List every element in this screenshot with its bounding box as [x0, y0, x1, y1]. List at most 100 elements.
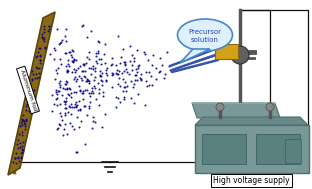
Point [13, 157, 18, 160]
Point [69, 125, 74, 128]
Point [63, 107, 68, 110]
Point [100, 91, 105, 94]
Point [78, 120, 83, 123]
Point [83, 80, 88, 83]
Point [54, 90, 59, 93]
Point [30, 69, 35, 72]
Point [129, 64, 134, 67]
Point [48, 53, 53, 56]
Point [128, 44, 133, 47]
Point [74, 78, 79, 81]
Point [146, 70, 151, 73]
Point [19, 144, 24, 147]
Point [80, 62, 85, 65]
Point [60, 87, 65, 90]
Point [104, 79, 109, 82]
Point [99, 79, 104, 82]
Point [62, 51, 67, 54]
Point [78, 89, 83, 92]
Point [122, 70, 127, 73]
Point [77, 85, 82, 88]
Point [81, 98, 86, 101]
Point [32, 76, 37, 79]
Point [77, 108, 82, 111]
Point [21, 122, 26, 125]
Point [88, 73, 93, 76]
Point [65, 69, 70, 72]
Point [70, 61, 75, 64]
Polygon shape [8, 12, 55, 175]
Point [104, 71, 109, 74]
Point [103, 42, 108, 45]
Point [82, 88, 87, 91]
Point [139, 79, 144, 82]
Point [96, 104, 101, 107]
Point [63, 34, 68, 37]
Point [136, 93, 141, 96]
Point [66, 93, 71, 96]
FancyBboxPatch shape [202, 134, 246, 164]
Point [122, 60, 127, 63]
Point [26, 110, 31, 113]
Point [75, 104, 80, 107]
Point [54, 69, 59, 72]
Point [21, 114, 26, 117]
Point [62, 122, 67, 125]
Point [129, 69, 134, 72]
Point [37, 54, 42, 57]
Point [55, 71, 60, 74]
Point [29, 78, 34, 81]
Point [42, 46, 47, 50]
Point [134, 74, 139, 77]
Point [20, 130, 25, 133]
Point [46, 25, 51, 28]
Point [114, 96, 119, 99]
Point [29, 108, 34, 112]
Point [77, 65, 82, 68]
Point [69, 71, 74, 74]
Point [17, 160, 22, 163]
Point [122, 98, 127, 101]
Point [87, 94, 92, 97]
Point [55, 127, 60, 130]
Point [118, 84, 123, 87]
Point [32, 88, 37, 91]
Point [97, 41, 102, 44]
Point [78, 77, 83, 80]
Point [138, 77, 143, 80]
Point [134, 49, 139, 52]
Point [123, 86, 128, 89]
Point [63, 82, 68, 85]
Point [54, 28, 59, 31]
Point [57, 102, 62, 105]
Point [86, 67, 91, 70]
Point [126, 73, 131, 76]
Point [85, 79, 90, 82]
Point [99, 72, 104, 75]
Point [114, 105, 119, 108]
Point [79, 78, 84, 81]
Point [82, 105, 87, 108]
Point [105, 73, 110, 76]
Point [21, 119, 26, 122]
Point [97, 75, 102, 78]
Point [134, 78, 139, 81]
Point [92, 120, 97, 123]
Point [63, 40, 68, 43]
Point [34, 76, 39, 79]
Point [18, 157, 23, 160]
Point [20, 149, 25, 152]
Point [116, 70, 121, 73]
Point [83, 143, 88, 146]
Point [101, 95, 106, 98]
Point [128, 97, 133, 100]
Polygon shape [180, 49, 210, 63]
Point [69, 95, 74, 98]
Point [97, 91, 102, 94]
Point [72, 57, 77, 60]
Point [23, 118, 28, 121]
Point [135, 70, 140, 73]
Point [131, 102, 136, 105]
Point [64, 52, 69, 55]
Point [149, 75, 154, 78]
